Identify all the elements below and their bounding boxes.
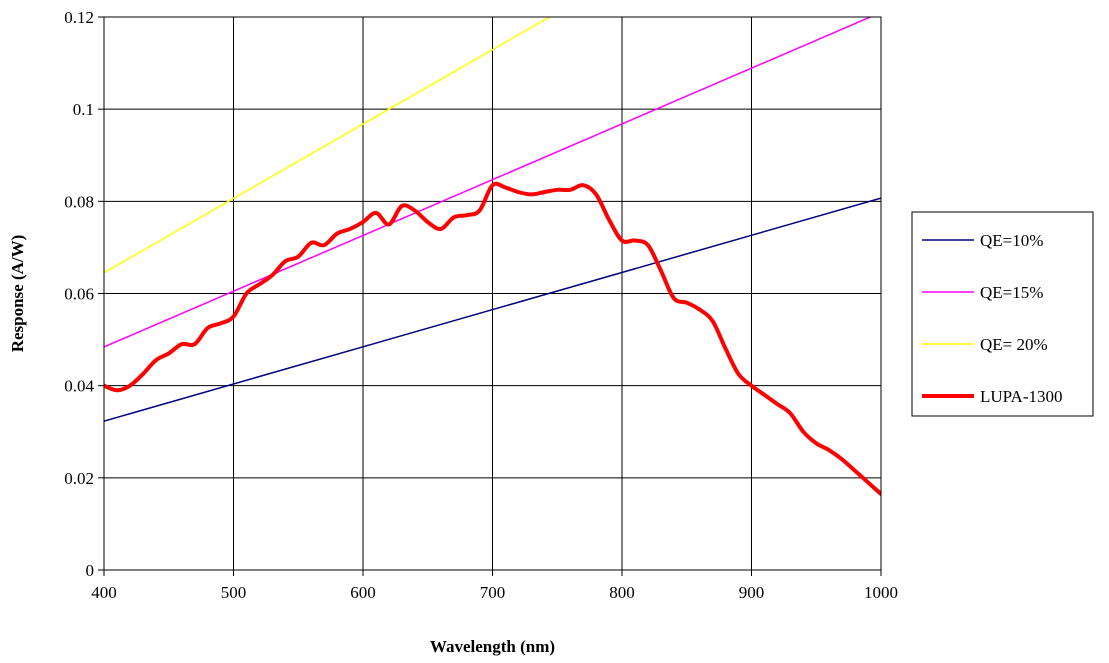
y-tick-label: 0.1	[73, 100, 94, 119]
y-axis-ticks: 0 0.02 0.04 0.06 0.08 0.1 0.12	[64, 8, 104, 580]
x-tick-label: 500	[221, 583, 247, 602]
legend-label: QE=10%	[980, 231, 1043, 250]
x-tick-label: 1000	[864, 583, 898, 602]
x-tick-label: 800	[609, 583, 635, 602]
series-qe-20-line	[104, 17, 551, 274]
legend-label: QE= 20%	[980, 335, 1048, 354]
legend-label: QE=15%	[980, 283, 1043, 302]
y-tick-label: 0.12	[64, 8, 94, 27]
y-tick-label: 0.06	[64, 285, 94, 304]
x-tick-label: 400	[91, 583, 117, 602]
series-lines	[104, 17, 881, 496]
y-tick-label: 0.08	[64, 192, 94, 211]
legend: QE=10% QE=15% QE= 20% LUPA-1300	[911, 211, 1094, 417]
x-axis-ticks: 400 500 600 700 800 900 1000	[91, 570, 898, 602]
series-lupa-1300-line	[104, 181, 881, 496]
x-tick-label: 700	[480, 583, 506, 602]
legend-label: LUPA-1300	[980, 387, 1063, 406]
x-tick-label: 600	[350, 583, 376, 602]
y-tick-label: 0.02	[64, 469, 94, 488]
y-tick-label: 0	[86, 561, 95, 580]
y-tick-label: 0.04	[64, 377, 94, 396]
x-tick-label: 900	[739, 583, 765, 602]
y-axis-title: Response (A/W)	[8, 235, 27, 353]
x-axis-title: Wavelength (nm)	[430, 637, 555, 656]
plot-area-frame	[103, 16, 882, 571]
series-qe-15-line	[104, 17, 873, 348]
grid	[103, 16, 882, 571]
series-qe-10-line	[104, 197, 881, 422]
legend-box	[911, 211, 1094, 417]
